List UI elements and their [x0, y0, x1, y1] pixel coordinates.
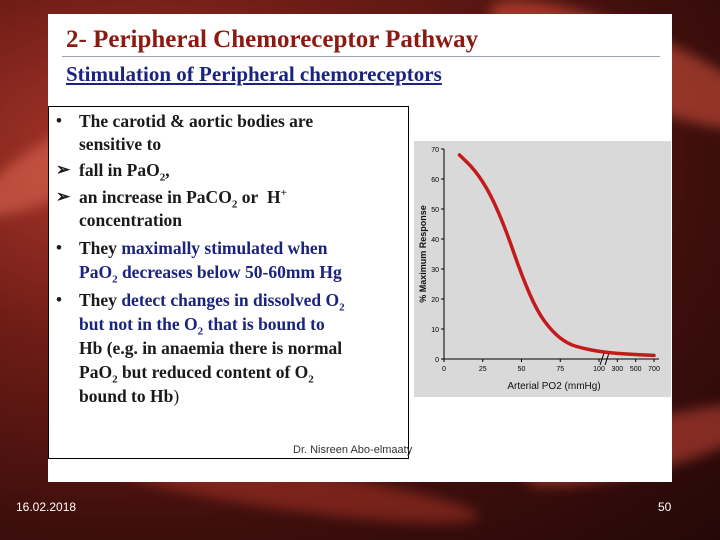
bullet-line: an increase in PaCO2 or H+: [79, 187, 287, 211]
bullet-line: sensitive to: [79, 134, 162, 154]
response-curve: [457, 153, 656, 358]
bullet-line: They detect changes in dissolved O2: [79, 290, 345, 314]
x-tick-label: 75: [556, 366, 564, 373]
y-tick-label: 10: [431, 327, 439, 334]
x-tick-label: 25: [479, 366, 487, 373]
x-axis-label: Arterial PO2 (mmHg): [507, 381, 600, 392]
bullet-marker: ➢: [56, 187, 71, 206]
axis-break-mark: [599, 352, 610, 366]
x-tick-label: 700: [648, 366, 660, 373]
y-tick-label: 50: [431, 207, 439, 214]
y-tick-label: 30: [431, 267, 439, 274]
x-tick-label: 50: [518, 366, 526, 373]
bullet-marker: •: [56, 111, 62, 130]
x-tick-label: 0: [442, 366, 446, 373]
y-tick-label: 0: [435, 357, 439, 364]
bullet-line: but not in the O2 that is bound to: [79, 314, 325, 338]
slide-title: 2- Peripheral Chemoreceptor Pathway: [66, 26, 479, 53]
bullet-line: PaO2 but reduced content of O2: [79, 362, 314, 386]
y-axis-label: % Maximum Response: [418, 205, 428, 303]
bullet-line: concentration: [79, 210, 183, 230]
bullet-marker: •: [56, 290, 62, 309]
y-tick-label: 70: [431, 147, 439, 154]
bullet-marker: •: [56, 238, 62, 257]
slide-subtitle: Stimulation of Peripheral chemoreceptors: [66, 62, 442, 86]
y-tick-label: 60: [431, 177, 439, 184]
title-divider: [62, 56, 660, 57]
y-tick-label: 20: [431, 297, 439, 304]
bullet-line: They maximally stimulated when: [79, 238, 328, 258]
bullet-marker: ➢: [56, 160, 71, 179]
chemoreceptor-response-chart: 0 10 20 30 40 50 60 70 0 25 50 75 100 300 500 700 % Ma…: [414, 141, 671, 397]
page-number: 50: [658, 500, 672, 514]
footer-date: 16.02.2018: [16, 500, 77, 514]
y-tick-label: 40: [431, 237, 439, 244]
bullet-line: PaO2 decreases below 50-60mm Hg: [79, 262, 342, 286]
bullet-line: Hb (e.g. in anaemia there is normal: [79, 338, 343, 358]
x-tick-label: 500: [630, 366, 642, 373]
bullet-text-box: • The carotid & aortic bodies are sensit…: [48, 106, 409, 459]
x-tick-label: 300: [611, 366, 623, 373]
x-tick-label: 100: [593, 366, 605, 373]
slide: 2- Peripheral Chemoreceptor Pathway Stim…: [48, 14, 672, 482]
bullet-line: The carotid & aortic bodies are: [79, 111, 314, 131]
author-credit: Dr. Nisreen Abo-elmaaty: [293, 444, 413, 456]
bullet-line: bound to Hb): [79, 386, 180, 406]
chart-svg: 0 10 20 30 40 50 60 70 0 25 50 75 100 300 500 700 % Ma…: [418, 147, 660, 392]
bullet-line: fall in PaO2,: [79, 160, 170, 184]
